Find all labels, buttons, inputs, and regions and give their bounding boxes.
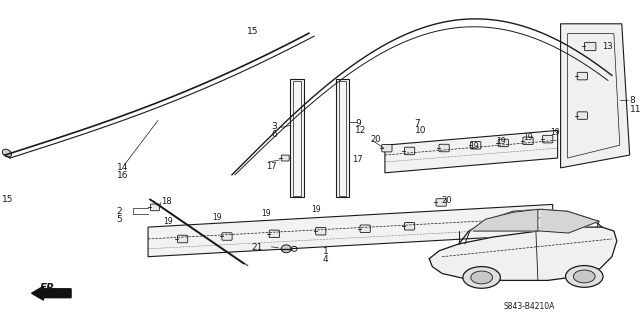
Text: 20: 20 xyxy=(441,196,452,204)
Polygon shape xyxy=(429,227,617,280)
FancyBboxPatch shape xyxy=(439,144,449,152)
FancyBboxPatch shape xyxy=(404,147,415,155)
FancyBboxPatch shape xyxy=(577,72,588,80)
Text: 19: 19 xyxy=(163,217,172,226)
Text: 10: 10 xyxy=(415,126,426,136)
Text: 15: 15 xyxy=(2,195,13,204)
Text: 9: 9 xyxy=(355,119,361,128)
Text: 19: 19 xyxy=(550,129,559,137)
Text: 19: 19 xyxy=(523,133,532,142)
Ellipse shape xyxy=(573,270,595,283)
Text: 5: 5 xyxy=(116,215,122,224)
Text: 4: 4 xyxy=(323,255,328,264)
Text: 13: 13 xyxy=(602,41,612,50)
Text: 16: 16 xyxy=(116,171,128,180)
Polygon shape xyxy=(561,24,630,168)
Ellipse shape xyxy=(281,245,291,253)
Text: 21: 21 xyxy=(252,243,263,252)
FancyBboxPatch shape xyxy=(543,135,553,143)
Text: 7: 7 xyxy=(415,119,420,128)
Text: 6: 6 xyxy=(271,130,277,139)
Text: 20: 20 xyxy=(370,135,381,144)
Text: 17: 17 xyxy=(266,162,277,171)
FancyBboxPatch shape xyxy=(177,235,188,243)
Text: 19: 19 xyxy=(497,137,506,146)
FancyBboxPatch shape xyxy=(269,230,280,238)
FancyBboxPatch shape xyxy=(577,112,588,119)
Ellipse shape xyxy=(463,267,500,288)
Text: 2: 2 xyxy=(116,207,122,216)
Text: S843-B4210A: S843-B4210A xyxy=(503,302,555,311)
FancyBboxPatch shape xyxy=(470,142,481,149)
Text: 19: 19 xyxy=(262,209,271,218)
FancyBboxPatch shape xyxy=(436,199,446,206)
Text: 3: 3 xyxy=(271,122,277,131)
FancyBboxPatch shape xyxy=(404,222,415,230)
Text: 14: 14 xyxy=(116,163,128,172)
Text: 19: 19 xyxy=(468,142,479,151)
Ellipse shape xyxy=(3,149,12,157)
Text: 18: 18 xyxy=(161,197,172,206)
Text: 11: 11 xyxy=(630,105,640,114)
Polygon shape xyxy=(470,209,538,231)
FancyBboxPatch shape xyxy=(360,225,371,233)
FancyBboxPatch shape xyxy=(335,79,349,197)
Text: FR.: FR. xyxy=(40,283,59,293)
Text: 19: 19 xyxy=(311,205,321,214)
Polygon shape xyxy=(148,204,553,257)
FancyBboxPatch shape xyxy=(498,139,508,147)
FancyBboxPatch shape xyxy=(381,145,392,152)
Polygon shape xyxy=(541,209,599,233)
Text: 17: 17 xyxy=(353,155,363,164)
Text: 12: 12 xyxy=(355,126,367,136)
FancyArrow shape xyxy=(31,286,71,300)
Text: 1: 1 xyxy=(323,247,328,256)
Ellipse shape xyxy=(566,266,603,287)
FancyBboxPatch shape xyxy=(281,155,289,161)
FancyBboxPatch shape xyxy=(290,79,304,197)
Text: 15: 15 xyxy=(247,27,258,36)
Text: 8: 8 xyxy=(630,96,636,105)
FancyBboxPatch shape xyxy=(150,204,159,211)
Ellipse shape xyxy=(471,271,493,284)
FancyBboxPatch shape xyxy=(523,137,533,145)
FancyBboxPatch shape xyxy=(222,233,232,240)
Polygon shape xyxy=(385,130,557,173)
Text: 19: 19 xyxy=(212,213,222,222)
FancyBboxPatch shape xyxy=(316,227,326,235)
FancyBboxPatch shape xyxy=(584,42,596,51)
